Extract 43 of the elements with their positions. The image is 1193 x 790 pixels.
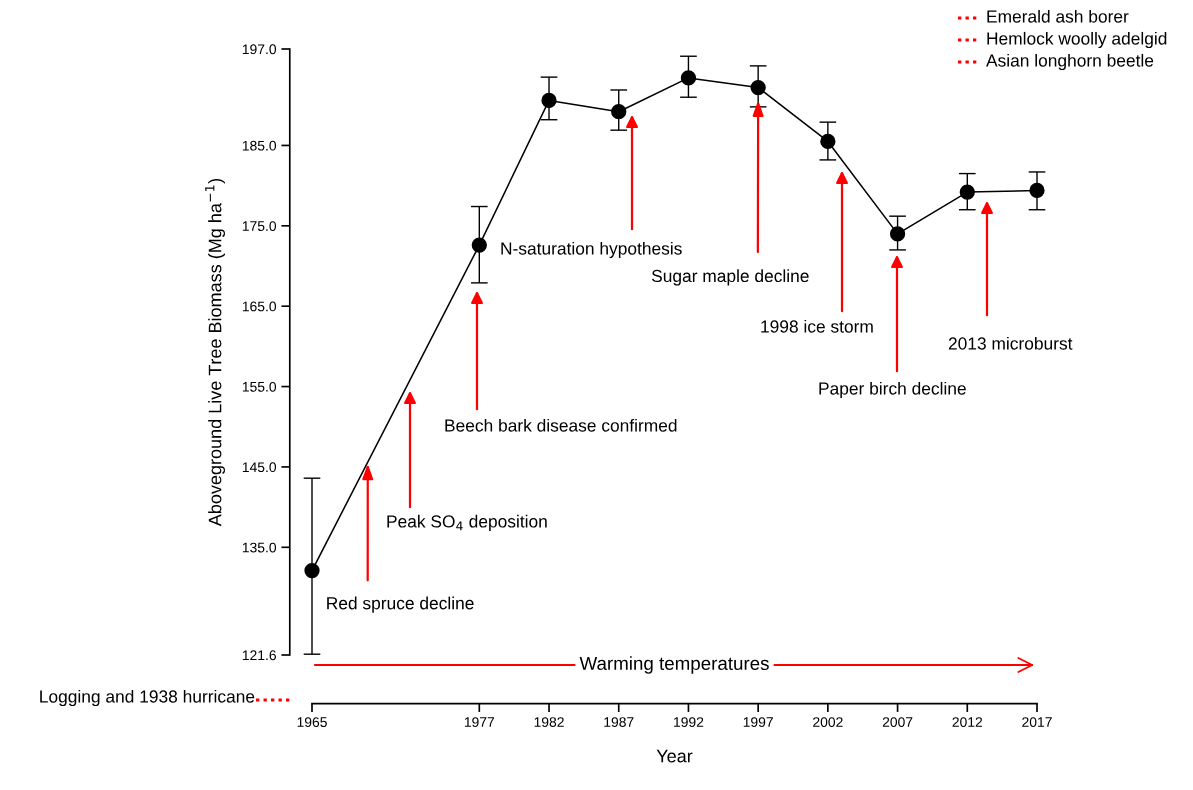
y-tick-label: 185.0 (242, 140, 277, 151)
y-tick-label: 175.0 (242, 221, 277, 231)
annotation: N-saturation hypothesis (501, 241, 682, 259)
point (611, 104, 627, 120)
text: Hemlock woolly adelgid (987, 31, 1167, 49)
x-tick-label: 2012 (952, 717, 983, 728)
point (750, 79, 766, 96)
text: Warming temperatures (579, 656, 769, 674)
y-tick-label: 165.0 (242, 301, 277, 312)
x-axis-title: Year (656, 749, 693, 763)
y-tick-label: 145.0 (242, 462, 277, 473)
annotation: Asian longhorn beetle (986, 53, 1154, 71)
x-tick-label: 1992 (674, 717, 704, 728)
text: Emerald ash borer (987, 9, 1129, 23)
point (304, 562, 320, 579)
point (1029, 182, 1045, 199)
x-tick-label: 1987 (604, 717, 634, 728)
annotation: 1998 ice storm (761, 319, 873, 333)
x-tick-label: 1997 (743, 717, 773, 728)
annotation: Paper birch decline (819, 381, 966, 399)
x-tick-label: 2017 (1022, 717, 1052, 728)
x-tick-label: 1982 (534, 717, 564, 728)
point (889, 226, 906, 242)
annotation: 2013 microburst (948, 336, 1073, 350)
x-tick-label: 2007 (882, 717, 913, 728)
annotation: Beech bark disease confirmed (445, 418, 677, 432)
y-tick-label: 121.6 (242, 650, 276, 661)
point (471, 237, 487, 253)
x-tick-label: 2002 (813, 717, 843, 728)
text: Logging and 1938 hurricane (40, 689, 255, 707)
y-axis-title: Aboveground Live Tree Biomass (Mg ha$^{−1}$) (205, 178, 225, 527)
y-tick-label: 135.0 (242, 542, 277, 553)
y-tick-label: 155.0 (242, 381, 277, 392)
x-tick-label: 1977 (464, 717, 495, 728)
point (820, 133, 836, 150)
y-tick-label: 197.0 (242, 44, 277, 55)
annotation: Sugar maple decline (651, 269, 809, 286)
point (680, 70, 697, 86)
annotation: Peak SO$_{4}$ deposition (387, 514, 547, 532)
annotation: Red spruce decline (327, 596, 474, 613)
point (959, 184, 975, 200)
x-tick-label: 1965 (297, 717, 327, 728)
point (541, 92, 557, 109)
